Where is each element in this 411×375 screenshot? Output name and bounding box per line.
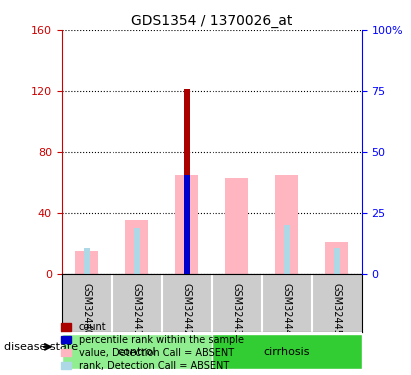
Text: GSM32445: GSM32445 (332, 282, 342, 336)
FancyBboxPatch shape (212, 334, 362, 369)
Bar (184, 89, 189, 274)
Text: GSM32443: GSM32443 (232, 282, 242, 335)
Bar (175, 175, 198, 274)
Title: GDS1354 / 1370026_at: GDS1354 / 1370026_at (131, 13, 292, 28)
Bar (275, 175, 298, 274)
Bar (75, 251, 98, 274)
Text: GSM32440: GSM32440 (82, 282, 92, 335)
Bar (184, 175, 189, 274)
Bar (134, 228, 140, 274)
Bar (334, 248, 339, 274)
Legend: count, percentile rank within the sample, value, Detection Call = ABSENT, rank, : count, percentile rank within the sample… (58, 319, 247, 374)
Bar (84, 248, 90, 274)
Bar (125, 220, 148, 274)
Text: disease state: disease state (4, 342, 78, 352)
Bar (284, 225, 290, 274)
Text: cirrhosis: cirrhosis (263, 347, 310, 357)
Text: GSM32442: GSM32442 (182, 282, 192, 336)
FancyBboxPatch shape (62, 334, 212, 369)
Bar (326, 242, 348, 274)
Text: GSM32444: GSM32444 (282, 282, 292, 335)
Bar (225, 178, 248, 274)
Text: control: control (118, 347, 156, 357)
Text: GSM32441: GSM32441 (132, 282, 142, 335)
